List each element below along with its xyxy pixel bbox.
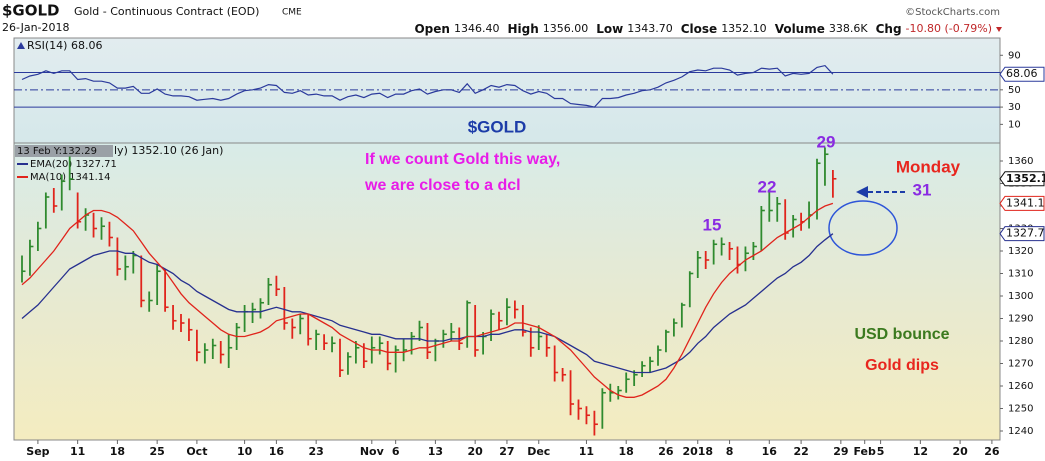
x-tick-label: Nov [360, 445, 385, 458]
y-tick-label: 50 [1008, 85, 1021, 96]
x-tick-label: Sep [26, 445, 49, 458]
quote-label: Open [414, 22, 449, 36]
y-tick-label: 1270 [1008, 359, 1033, 370]
x-tick-label: 2018 [682, 445, 713, 458]
y-tick-label: 10 [1008, 119, 1021, 130]
x-tick-label: 27 [499, 445, 514, 458]
legend-entry: EMA(20) 1327.71 [30, 159, 117, 170]
x-tick-label: 22 [793, 445, 808, 458]
annotation: 29 [817, 132, 836, 151]
down-indicator [996, 27, 1002, 32]
x-tick-label: Dec [527, 445, 550, 458]
arrow-head [856, 186, 868, 198]
quote-label: Close [681, 22, 717, 36]
annotation: USD bounce [854, 326, 949, 343]
chart-title: $GOLD [468, 117, 527, 136]
price-panel [13, 142, 1001, 441]
x-tick-label: 26 [658, 445, 674, 458]
quote-value: 338.6K [829, 22, 868, 35]
x-tick-label: 10 [237, 445, 253, 458]
x-tick-label: 25 [149, 445, 164, 458]
value-flag [999, 171, 1045, 187]
annotation: If we count Gold this way, [365, 151, 560, 168]
y-tick-label: 1290 [1008, 314, 1033, 325]
y-tick-label: 1320 [1008, 246, 1033, 257]
symbol: $GOLD [2, 2, 60, 20]
x-tick-label: 18 [619, 445, 634, 458]
rsi-panel [13, 37, 1001, 144]
x-tick-label: 5 [877, 445, 885, 458]
cursor-box [15, 145, 113, 157]
annotation: 31 [913, 180, 932, 199]
value-flag-label: 1341.1 [1006, 196, 1045, 209]
x-tick-label: 11 [579, 445, 594, 458]
instrument-name: Gold - Continuous Contract (EOD) [74, 5, 259, 18]
highlight-circle [828, 200, 898, 256]
quote-value: 1346.40 [454, 22, 500, 35]
quote-value: 1343.70 [627, 22, 673, 35]
value-flag-label: 1327.7 [1006, 227, 1045, 240]
quote-value: 1356.00 [543, 22, 589, 35]
value-flag-label: 1352.1 [1006, 172, 1045, 185]
x-tick-label: 26 [984, 445, 1000, 458]
annotation: Monday [896, 157, 961, 176]
x-tick-label: 6 [392, 445, 400, 458]
quote: Open 1346.40 High 1356.00 Low 1343.70 Close 135… [414, 22, 992, 36]
x-tick-label: 20 [952, 445, 968, 458]
x-tick-label: 18 [110, 445, 125, 458]
x-tick-label: 20 [467, 445, 483, 458]
x-tick-label: 13 [428, 445, 443, 458]
price-legend: ly) 1352.10 (26 Jan) [114, 144, 223, 157]
rsi-line [21, 64, 834, 108]
x-tick-label: 29 [833, 445, 848, 458]
y-tick-label: 1280 [1008, 336, 1033, 347]
x-tick-label: 8 [726, 445, 734, 458]
quote-value: 1352.10 [721, 22, 767, 35]
x-tick-label: Feb [853, 445, 876, 458]
quote-value: -10.80 (-0.79%) [906, 22, 992, 35]
value-flag [999, 226, 1045, 242]
y-tick-label: 1360 [1008, 156, 1033, 167]
rsi-icon [17, 42, 25, 49]
annotation: Gold dips [865, 357, 939, 374]
x-tick-label: 23 [308, 445, 323, 458]
value-flag [999, 195, 1045, 211]
y-tick-label: 1300 [1008, 291, 1033, 302]
quote-label: High [507, 22, 538, 36]
annotation: 15 [703, 215, 722, 234]
date: 26-Jan-2018 [2, 21, 70, 34]
indicator-line [21, 202, 834, 398]
x-tick-label: 16 [762, 445, 778, 458]
x-tick-label: Oct [186, 445, 207, 458]
source: ©StockCharts.com [905, 7, 1000, 18]
y-tick-label: 30 [1008, 102, 1021, 113]
exchange: CME [282, 8, 302, 18]
y-tick-label: 1310 [1008, 269, 1033, 280]
y-tick-label: 90 [1008, 50, 1021, 61]
quote-label: Volume [775, 22, 825, 36]
rsi-label: RSI(14) 68.06 [27, 39, 102, 52]
annotation: 22 [758, 177, 777, 196]
cursor-label: 13 Feb Y:132.29 [17, 146, 97, 157]
indicator-line [21, 233, 834, 374]
annotation: we are close to a dcl [364, 177, 521, 194]
x-tick-label: 12 [913, 445, 928, 458]
x-tick-label: 11 [70, 445, 85, 458]
quote-label: Chg [876, 22, 902, 36]
y-tick-label: 1250 [1008, 404, 1033, 415]
value-flag-label: 68.06 [1006, 67, 1038, 80]
x-tick-label: 16 [269, 445, 285, 458]
y-tick-label: 1260 [1008, 381, 1033, 392]
value-flag [999, 66, 1045, 82]
y-tick-label: 1240 [1008, 426, 1033, 437]
quote-label: Low [596, 22, 623, 36]
